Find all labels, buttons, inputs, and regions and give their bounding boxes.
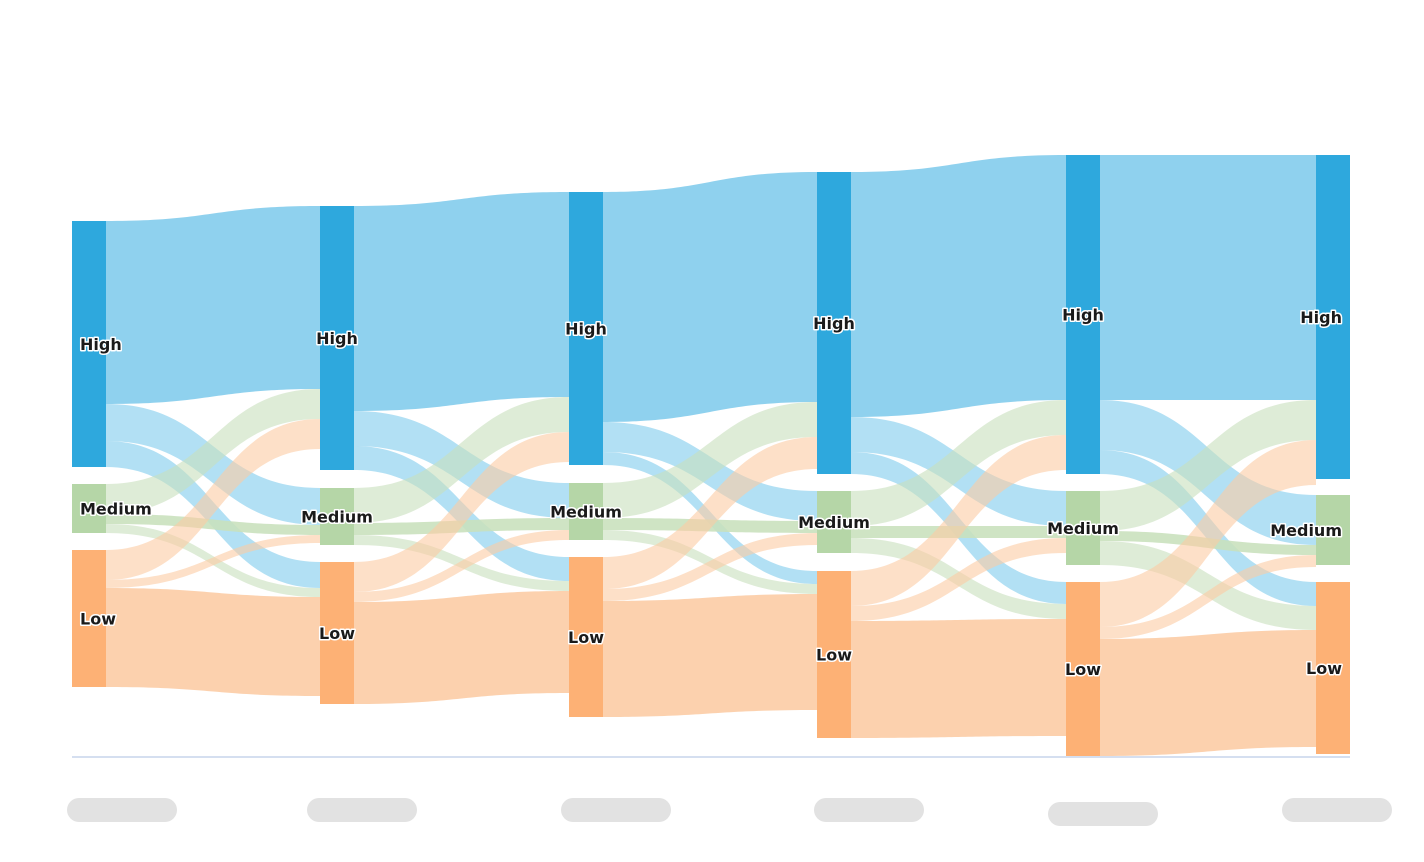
link-medium-to-high-stage-2[interactable] bbox=[354, 397, 569, 523]
node-medium-stage-3[interactable] bbox=[569, 483, 603, 540]
node-label-high-stage-6: High bbox=[1300, 308, 1342, 327]
stage-label-placeholder-3 bbox=[561, 798, 671, 822]
link-high-to-high-stage-1[interactable] bbox=[106, 206, 320, 404]
link-medium-to-high-stage-4[interactable] bbox=[851, 400, 1066, 526]
node-label-high-stage-2: High bbox=[316, 329, 358, 348]
link-low-to-high-stage-1[interactable] bbox=[106, 419, 320, 580]
links-layer bbox=[106, 155, 1316, 756]
node-label-high-stage-4: High bbox=[813, 314, 855, 333]
node-high-stage-5[interactable] bbox=[1066, 155, 1100, 474]
labels-layer: High Medium Low High Medium Low High Medium Low H… bbox=[79, 304, 1344, 681]
node-label-medium-stage-2: Medium bbox=[301, 508, 373, 527]
node-low-stage-2[interactable] bbox=[320, 562, 354, 704]
link-medium-to-low-stage-5[interactable] bbox=[1100, 541, 1316, 630]
node-high-stage-2[interactable] bbox=[320, 206, 354, 470]
link-medium-to-medium-stage-1[interactable] bbox=[106, 514, 320, 535]
node-label-low-stage-4: Low bbox=[816, 646, 852, 665]
link-high-to-high-stage-2[interactable] bbox=[354, 192, 569, 411]
link-low-to-medium-stage-4[interactable] bbox=[851, 538, 1066, 621]
link-high-to-high-stage-4[interactable] bbox=[851, 155, 1066, 417]
link-high-to-high-stage-5[interactable] bbox=[1100, 155, 1316, 400]
node-label-low-stage-1: Low bbox=[80, 610, 116, 629]
node-high-stage-4[interactable] bbox=[817, 172, 851, 474]
node-high-stage-1[interactable] bbox=[72, 221, 106, 467]
stage-label-placeholder-5 bbox=[1048, 802, 1158, 826]
link-low-to-medium-stage-1[interactable] bbox=[106, 535, 320, 588]
node-medium-stage-2[interactable] bbox=[320, 488, 354, 545]
link-low-to-low-stage-1[interactable] bbox=[106, 588, 320, 696]
link-low-to-low-stage-5[interactable] bbox=[1100, 630, 1316, 756]
link-low-to-low-stage-4[interactable] bbox=[851, 619, 1066, 738]
nodes-layer bbox=[72, 155, 1350, 756]
stage-label-placeholder-6 bbox=[1282, 798, 1392, 822]
link-low-to-high-stage-5[interactable] bbox=[1100, 440, 1316, 627]
node-label-medium-stage-1: Medium bbox=[80, 500, 152, 519]
link-low-to-high-stage-2[interactable] bbox=[354, 432, 569, 592]
node-medium-stage-1[interactable] bbox=[72, 484, 106, 533]
node-high-stage-3[interactable] bbox=[569, 192, 603, 465]
node-label-low-stage-2: Low bbox=[319, 624, 355, 643]
node-medium-stage-4[interactable] bbox=[817, 491, 851, 553]
node-label-medium-stage-5: Medium bbox=[1047, 519, 1119, 538]
link-medium-to-high-stage-5[interactable] bbox=[1100, 400, 1316, 531]
node-label-medium-stage-3: Medium bbox=[550, 503, 622, 522]
link-low-to-high-stage-3[interactable] bbox=[603, 437, 817, 589]
node-label-high-stage-3: High bbox=[565, 320, 607, 339]
node-label-low-stage-5: Low bbox=[1065, 660, 1101, 679]
node-low-stage-6[interactable] bbox=[1316, 582, 1350, 754]
link-low-to-high-stage-4[interactable] bbox=[851, 435, 1066, 606]
link-low-to-medium-stage-2[interactable] bbox=[354, 530, 569, 602]
node-label-medium-stage-4: Medium bbox=[798, 513, 870, 532]
node-label-high-stage-5: High bbox=[1062, 306, 1104, 325]
link-high-to-high-stage-3[interactable] bbox=[603, 172, 817, 422]
node-low-stage-4[interactable] bbox=[817, 571, 851, 738]
link-medium-to-high-stage-3[interactable] bbox=[603, 402, 817, 518]
node-label-high-stage-1: High bbox=[80, 335, 122, 354]
node-low-stage-1[interactable] bbox=[72, 550, 106, 687]
link-medium-to-high-stage-1[interactable] bbox=[106, 389, 320, 514]
stage-label-placeholder-1 bbox=[67, 798, 177, 822]
node-low-stage-3[interactable] bbox=[569, 557, 603, 717]
link-low-to-low-stage-3[interactable] bbox=[603, 594, 817, 717]
stage-label-placeholder-4 bbox=[814, 798, 924, 822]
node-low-stage-5[interactable] bbox=[1066, 582, 1100, 756]
node-medium-stage-6[interactable] bbox=[1316, 495, 1350, 565]
node-label-low-stage-3: Low bbox=[568, 628, 604, 647]
link-low-to-low-stage-2[interactable] bbox=[354, 591, 569, 704]
link-low-to-medium-stage-5[interactable] bbox=[1100, 555, 1316, 639]
link-low-to-medium-stage-3[interactable] bbox=[603, 533, 817, 601]
node-medium-stage-5[interactable] bbox=[1066, 491, 1100, 565]
node-label-low-stage-6: Low bbox=[1306, 659, 1342, 678]
node-label-medium-stage-6: Medium bbox=[1270, 521, 1342, 540]
node-high-stage-6[interactable] bbox=[1316, 155, 1350, 479]
stage-label-placeholder-2 bbox=[307, 798, 417, 822]
